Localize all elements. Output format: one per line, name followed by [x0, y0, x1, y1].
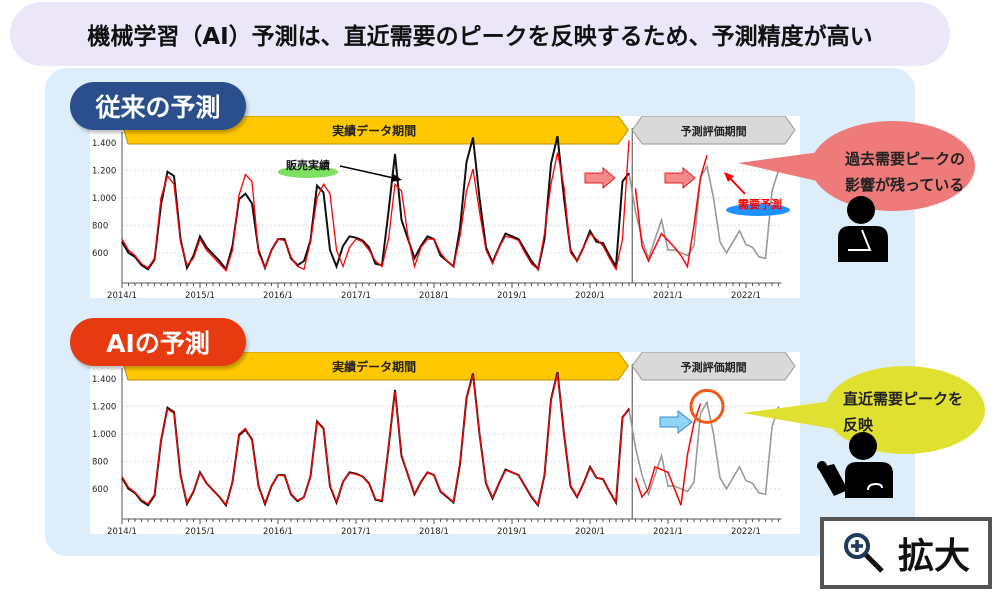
x-tick-label: 2019/1	[497, 527, 527, 534]
forecast-line-eval-period	[634, 155, 708, 269]
ai-forecast-badge: AIの予測	[70, 318, 246, 366]
bubble-top-line-2: 影響が残っている	[845, 176, 965, 194]
x-tick-label: 2021/1	[653, 291, 683, 298]
right-arrow-icon	[664, 166, 696, 190]
forecast-label-highlight	[726, 204, 790, 216]
eval-period-label: 予測評価期間	[681, 124, 747, 138]
eval-period-label: 予測評価期間	[681, 360, 747, 374]
actual-line	[121, 135, 630, 272]
y-tick-label: 1.400	[92, 139, 116, 149]
sales-label-highlight	[278, 166, 338, 178]
x-tick-label: 2022/1	[731, 527, 761, 534]
actual-period-banner	[119, 115, 629, 145]
actual-line-eval-period	[628, 400, 780, 497]
actual-line-eval-period	[628, 164, 780, 261]
thinking-person-icon	[838, 196, 888, 262]
bubble-top-tail	[738, 150, 835, 185]
x-tick-label: 2017/1	[341, 527, 371, 534]
bubble-top-line-1: 過去需要ピークの	[845, 150, 966, 168]
x-tick-label: 2018/1	[419, 291, 449, 298]
x-tick-label: 2014/1	[107, 527, 137, 534]
y-tick-label: 1.000	[92, 430, 116, 440]
x-tick-label: 2022/1	[731, 291, 761, 298]
bubble-bottom-text: 直近需要ピークを 反映	[843, 386, 963, 438]
sales-arrow-head	[391, 173, 402, 182]
confident-person-icon	[817, 432, 893, 498]
bubble-bottom	[825, 366, 985, 454]
x-tick-label: 2020/1	[575, 291, 605, 298]
right-arrow-icon	[659, 409, 693, 435]
page-title: 機械学習（AI）予測は、直近需要のピークを反映するため、予測精度が高い	[10, 2, 950, 66]
x-tick-label: 2015/1	[185, 291, 215, 298]
peak-highlight-circle	[689, 388, 725, 424]
enlarge-label: 拡大	[897, 536, 970, 577]
enlarge-button[interactable]: 拡大	[820, 517, 992, 589]
actual-period-label: 実績データ期間	[332, 359, 416, 374]
sales-arrow	[339, 165, 399, 180]
forecast-arrow-head	[724, 172, 734, 182]
actual-period-banner	[119, 351, 629, 381]
forecast-line	[121, 140, 630, 272]
forecast-line-eval-period	[634, 403, 702, 506]
ai-forecast-chart: 600 800 1.000 1.200 1.400 2014/1 2015/1 2016/1 2…	[90, 351, 800, 537]
x-tick-label: 2019/1	[497, 291, 527, 298]
bubble-top-text: 過去需要ピークの 影響が残っている	[845, 146, 965, 198]
demand-forecast-label: 需要予測	[738, 197, 782, 211]
conventional-forecast-chart: 600 800 1.000 1.200 1.400 2014/1 2015/1 2016/1 2…	[90, 115, 800, 301]
sales-actual-label: 販売実績	[286, 158, 330, 172]
right-arrow-icon	[584, 166, 616, 190]
y-tick-label: 600	[92, 485, 108, 495]
actual-period-label: 実績データ期間	[332, 123, 416, 138]
eval-period-banner	[631, 351, 796, 381]
y-tick-label: 1.200	[92, 166, 116, 176]
x-tick-label: 2017/1	[341, 291, 371, 298]
bubble-bottom-tail	[742, 400, 840, 430]
bubble-bottom-line-2: 反映	[843, 416, 874, 434]
x-tick-label: 2021/1	[653, 527, 683, 534]
x-tick-label: 2018/1	[419, 527, 449, 534]
x-tick-label: 2016/1	[263, 527, 293, 534]
x-tick-label: 2016/1	[263, 291, 293, 298]
y-tick-label: 1.000	[92, 194, 116, 204]
bubble-bottom-line-1: 直近需要ピークを	[843, 390, 964, 408]
conventional-forecast-badge: 従来の予測	[70, 82, 246, 130]
y-tick-label: 1.400	[92, 375, 116, 385]
y-tick-label: 600	[92, 249, 108, 259]
forecast-line	[121, 373, 630, 507]
eval-period-banner	[631, 115, 796, 145]
zoom-in-icon	[843, 533, 884, 573]
y-tick-label: 1.200	[92, 402, 116, 412]
x-tick-label: 2020/1	[575, 527, 605, 534]
x-tick-label: 2014/1	[107, 291, 137, 298]
y-tick-label: 800	[92, 457, 108, 467]
y-tick-label: 800	[92, 221, 108, 231]
x-tick-label: 2015/1	[185, 527, 215, 534]
bubble-top	[811, 121, 975, 211]
